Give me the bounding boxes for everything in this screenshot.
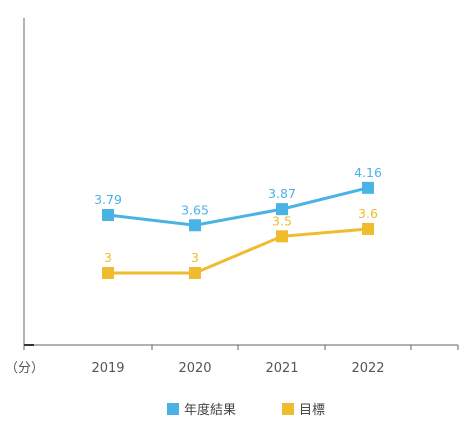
legend-swatch [167, 403, 179, 415]
data-label: 3.5 [272, 213, 292, 228]
legend-item: 目標 [282, 403, 325, 418]
x-tick-label: 2021 [265, 361, 298, 376]
series-line [108, 227, 369, 275]
legend-label: 年度結果 [184, 402, 236, 418]
data-label: 3 [191, 250, 199, 265]
data-label: 4.16 [354, 165, 382, 180]
data-label: 3 [104, 250, 112, 265]
x-tick-label: 2020 [178, 361, 211, 376]
data-point-marker [276, 230, 288, 243]
chart-axes: （分） 2019 2020 2021 2022 [5, 18, 459, 376]
data-label: 3.79 [94, 192, 122, 207]
data-label: 3.65 [181, 202, 209, 217]
legend-label: 目標 [299, 403, 325, 418]
series-target: 3 3 3.5 3.6 [102, 206, 378, 279]
series-results: 3.79 3.65 3.87 4.16 [94, 165, 382, 232]
data-point-marker [189, 267, 201, 279]
data-label: 3.87 [268, 186, 296, 201]
data-point-marker [362, 181, 374, 194]
legend-swatch [282, 403, 294, 415]
data-point-marker [102, 267, 114, 279]
data-point-marker [362, 222, 374, 235]
data-label: 3.6 [358, 206, 378, 221]
legend-item: 年度結果 [167, 402, 236, 418]
data-point-marker [276, 203, 288, 216]
x-tick-label: 2019 [91, 361, 124, 376]
data-point-marker [102, 209, 114, 221]
y-unit-label: （分） [5, 361, 44, 376]
chart-legend: 年度結果 目標 [167, 402, 325, 418]
data-point-marker [189, 219, 201, 232]
series-line [107, 186, 369, 227]
series-layer: 3 3 3.5 3.6 3.79 3.65 3.87 4.16 [94, 165, 382, 279]
x-tick-label: 2022 [351, 361, 384, 376]
